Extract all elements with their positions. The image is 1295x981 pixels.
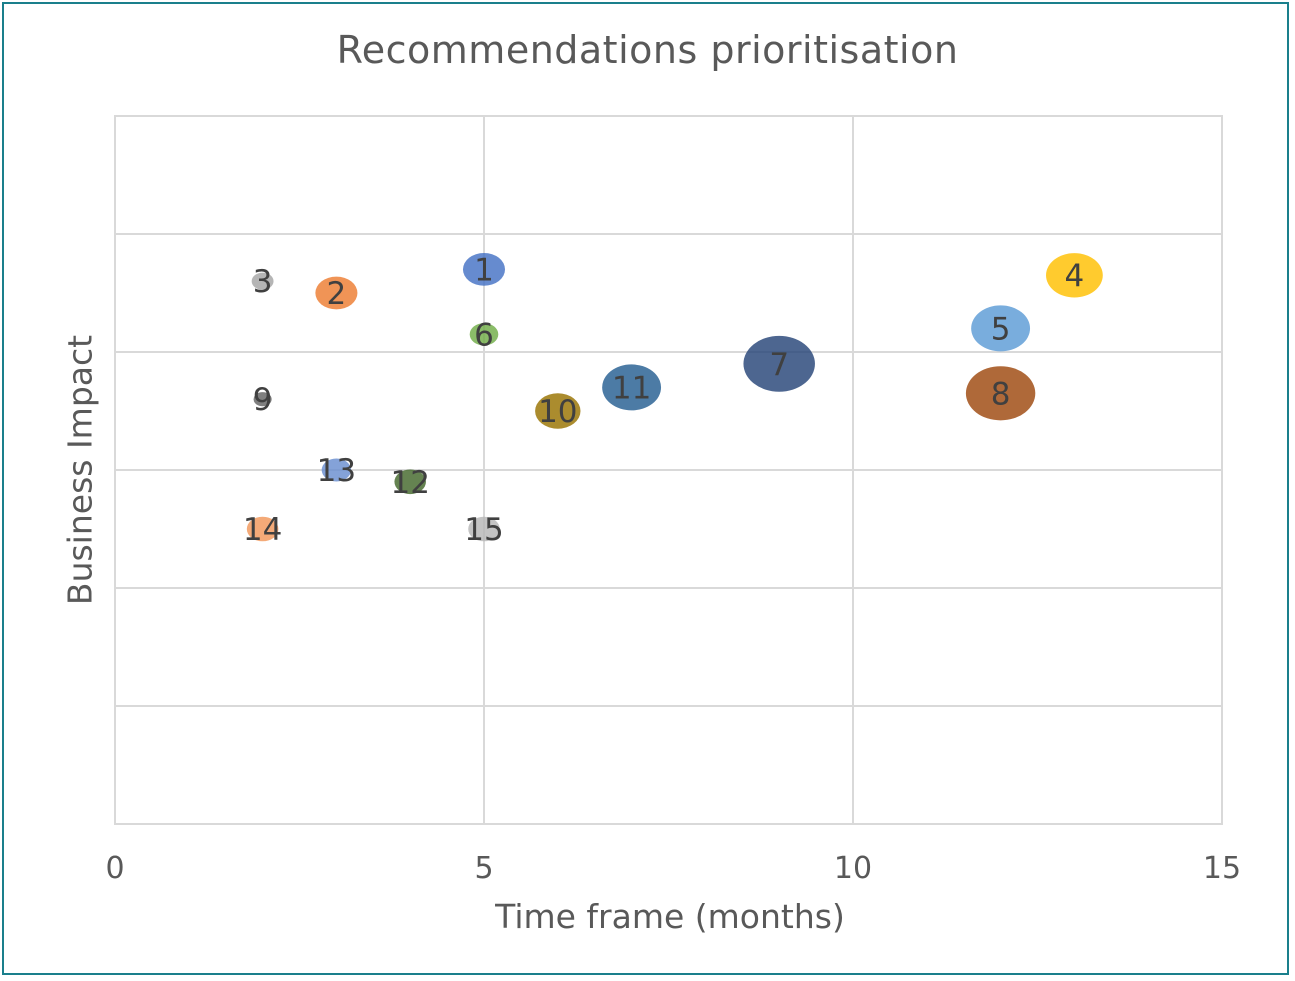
bubble-2 <box>315 276 358 310</box>
x-axis-title: Time frame (months) <box>495 897 845 936</box>
bubble-5 <box>971 305 1031 352</box>
bubble-1 <box>462 252 506 286</box>
bubble-layer <box>246 252 1103 542</box>
bubble-11 <box>602 364 662 411</box>
bubble-6 <box>469 323 499 346</box>
bubble-3 <box>251 272 274 290</box>
bubble-label-5: 5 <box>991 311 1011 347</box>
grid-layer <box>114 115 1223 825</box>
bubble-label-14: 14 <box>243 512 282 548</box>
chart-title: Recommendations prioritisation <box>336 28 959 72</box>
bubble-4 <box>1046 253 1103 298</box>
bubble-13 <box>321 458 352 482</box>
bubble-label-12: 12 <box>390 465 429 501</box>
bubble-12 <box>394 469 426 495</box>
bubble-label-7: 7 <box>769 347 789 383</box>
bubble-label-11: 11 <box>612 370 651 406</box>
bubble-label-2: 2 <box>327 276 347 312</box>
bubble-7 <box>743 335 815 392</box>
bubble-label-4: 4 <box>1065 258 1085 294</box>
x-tick-label: 10 <box>834 851 872 886</box>
bubble-8 <box>965 366 1036 421</box>
bubble-15 <box>468 516 500 542</box>
x-tick-label: 5 <box>474 851 493 886</box>
bubble-10 <box>535 393 581 429</box>
bubble-14 <box>246 516 279 542</box>
x-tick-labels: 0 5 10 15 <box>105 851 1241 886</box>
x-tick-label: 15 <box>1203 851 1241 886</box>
bubble-label-10: 10 <box>538 394 577 430</box>
bubble-label-3: 3 <box>253 264 273 300</box>
bubble-9 <box>253 392 272 407</box>
bubble-label-1: 1 <box>474 252 494 288</box>
y-axis-title: Business Impact <box>60 334 100 606</box>
bubble-label-15: 15 <box>464 512 503 548</box>
bubble-label-13: 13 <box>317 453 356 489</box>
x-tick-label: 0 <box>105 851 124 886</box>
bubble-label-6: 6 <box>474 317 494 353</box>
bubble-label-8: 8 <box>991 376 1011 412</box>
bubble-label-9: 9 <box>253 382 273 418</box>
